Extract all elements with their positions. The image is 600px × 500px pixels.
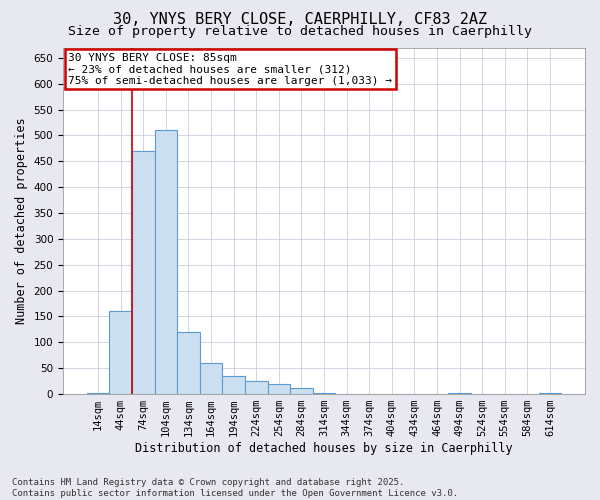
Bar [223,376,245,394]
Bar [245,381,268,394]
Text: 30 YNYS BERY CLOSE: 85sqm
← 23% of detached houses are smaller (312)
75% of semi: 30 YNYS BERY CLOSE: 85sqm ← 23% of detac… [68,52,392,86]
X-axis label: Distribution of detached houses by size in Caerphilly: Distribution of detached houses by size … [135,442,513,455]
Bar [177,332,200,394]
Text: Size of property relative to detached houses in Caerphilly: Size of property relative to detached ho… [68,25,532,38]
Bar [313,393,335,394]
Text: 30, YNYS BERY CLOSE, CAERPHILLY, CF83 2AZ: 30, YNYS BERY CLOSE, CAERPHILLY, CF83 2A… [113,12,487,28]
Bar [539,393,561,394]
Bar [87,393,109,394]
Bar [268,384,290,394]
Bar [155,130,177,394]
Bar [290,388,313,394]
Bar [200,363,223,394]
Text: Contains HM Land Registry data © Crown copyright and database right 2025.
Contai: Contains HM Land Registry data © Crown c… [12,478,458,498]
Bar [132,151,155,394]
Bar [448,393,471,394]
Y-axis label: Number of detached properties: Number of detached properties [15,118,28,324]
Bar [109,312,132,394]
